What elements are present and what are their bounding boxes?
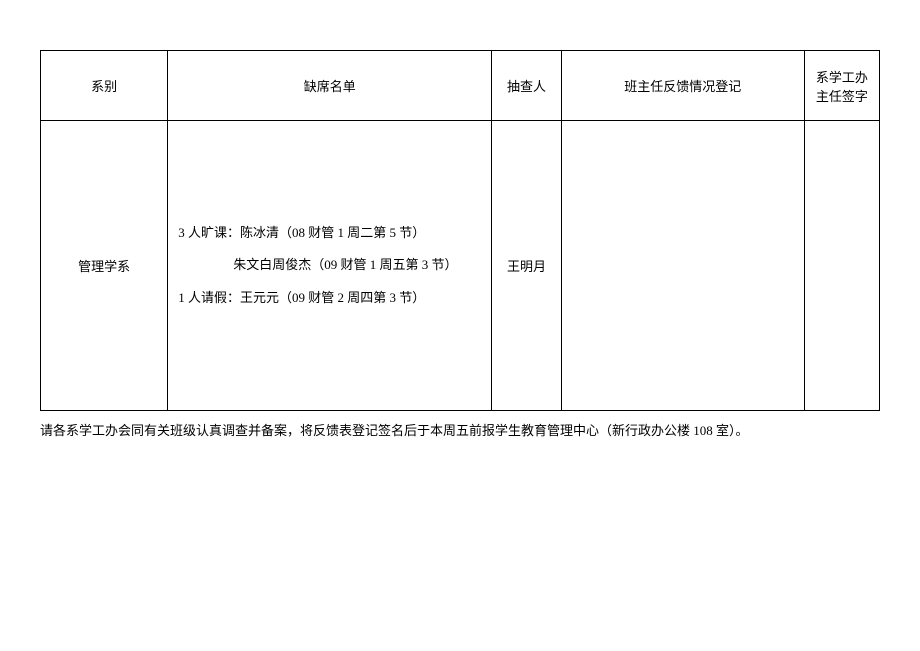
cell-absent-list: 3 人旷课：陈冰清（08 财管 1 周二第 5 节） 朱文白周俊杰（09 财管 …	[168, 121, 492, 411]
cell-checker: 王明月	[492, 121, 561, 411]
header-department: 系别	[41, 51, 168, 121]
table-header-row: 系别 缺席名单 抽查人 班主任反馈情况登记 系学工办主任签字	[41, 51, 880, 121]
cell-department: 管理学系	[41, 121, 168, 411]
footer-note: 请各系学工办会同有关班级认真调查并备案，将反馈表登记签名后于本周五前报学生教育管…	[40, 419, 880, 442]
absent-line-1: 3 人旷课：陈冰清（08 财管 1 周二第 5 节）	[178, 217, 483, 250]
table-row: 管理学系 3 人旷课：陈冰清（08 财管 1 周二第 5 节） 朱文白周俊杰（0…	[41, 121, 880, 411]
header-checker: 抽查人	[492, 51, 561, 121]
cell-feedback	[561, 121, 804, 411]
header-feedback: 班主任反馈情况登记	[561, 51, 804, 121]
cell-signature	[804, 121, 879, 411]
absent-line-2: 朱文白周俊杰（09 财管 1 周五第 3 节）	[178, 249, 483, 282]
header-signature: 系学工办主任签字	[804, 51, 879, 121]
header-absent-list: 缺席名单	[168, 51, 492, 121]
attendance-table: 系别 缺席名单 抽查人 班主任反馈情况登记 系学工办主任签字 管理学系 3 人旷…	[40, 50, 880, 411]
absent-line-3: 1 人请假：王元元（09 财管 2 周四第 3 节）	[178, 282, 483, 315]
